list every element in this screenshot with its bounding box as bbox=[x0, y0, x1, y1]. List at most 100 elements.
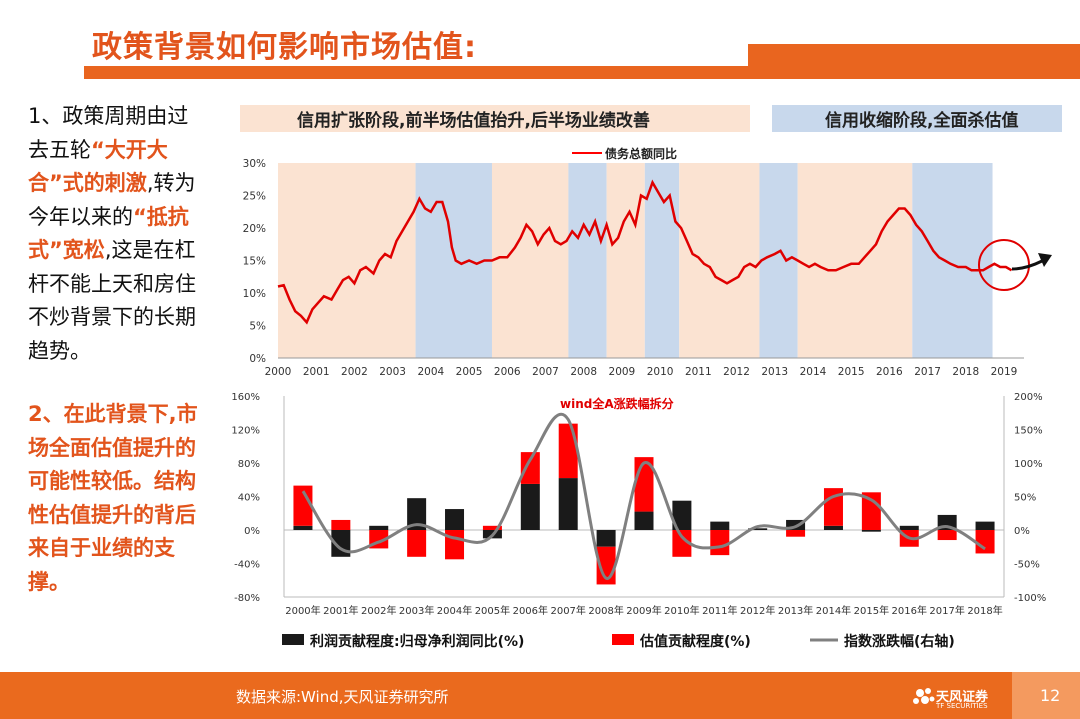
bottom-x-tick-label: 2007年 bbox=[550, 604, 585, 617]
credit-band-expand bbox=[278, 163, 416, 358]
logo-subtext: TF SECURITIES bbox=[936, 702, 988, 710]
valuation-bar bbox=[482, 525, 502, 530]
top-x-tick-label: 2002 bbox=[341, 366, 368, 378]
bottom-x-tick-label: 2017年 bbox=[929, 604, 964, 617]
bottom-left-tick-label: -40% bbox=[234, 560, 260, 571]
p1-text-c: ,这是在杠杆不能上天和房住不炒背景下的长期趋势。 bbox=[28, 238, 196, 363]
top-x-tick-label: 2014 bbox=[800, 366, 827, 378]
top-x-tick-label: 2019 bbox=[991, 366, 1018, 378]
credit-band-contract bbox=[644, 163, 680, 358]
legend-index-label: 指数涨跌幅(右轴) bbox=[844, 633, 955, 650]
profit-bar bbox=[445, 509, 465, 530]
bottom-right-tick-label: 200% bbox=[1014, 392, 1043, 403]
bar-chart-title: wind全A涨跌幅拆分 bbox=[560, 396, 674, 411]
valuation-bar bbox=[786, 530, 806, 537]
profit-bar bbox=[748, 528, 768, 530]
p1-text-a: 1、政策周期由过去五轮 bbox=[28, 104, 189, 162]
top-x-tick-label: 2006 bbox=[494, 366, 521, 378]
bottom-x-tick-label: 2008年 bbox=[588, 604, 623, 617]
credit-band-expand bbox=[797, 163, 913, 358]
valuation-bar bbox=[520, 452, 540, 484]
profit-bar bbox=[975, 521, 995, 530]
chart-area: 信用扩张阶段,前半场估值抬升,后半场业绩改善 信用收缩阶段,全面杀估值 债务总额… bbox=[231, 105, 1062, 650]
debt-growth-line bbox=[277, 179, 1013, 325]
bottom-x-tick-label: 2005年 bbox=[475, 604, 510, 617]
bottom-right-tick-label: 0% bbox=[1014, 526, 1030, 537]
bottom-x-tick-label: 2014年 bbox=[816, 604, 851, 617]
legend-contract-label: 信用收缩阶段,全面杀估值 bbox=[825, 110, 1018, 131]
bottom-right-tick-label: -50% bbox=[1014, 560, 1040, 571]
profit-bar bbox=[823, 525, 843, 530]
bottom-x-tick-label: 2018年 bbox=[967, 604, 1002, 617]
credit-band-contract bbox=[568, 163, 607, 358]
top-y-tick-label: 5% bbox=[249, 321, 266, 333]
logo-text: 天风证券 bbox=[936, 690, 989, 705]
top-x-tick-label: 2007 bbox=[532, 366, 559, 378]
bottom-left-tick-label: 120% bbox=[231, 426, 260, 437]
profit-bar bbox=[710, 521, 730, 530]
credit-band-contract bbox=[415, 163, 492, 358]
page-title: 政策背景如何影响市场估值: bbox=[92, 30, 477, 65]
top-y-tick-label: 10% bbox=[243, 288, 266, 300]
bottom-x-tick-label: 2015年 bbox=[854, 604, 889, 617]
valuation-bar bbox=[558, 423, 578, 479]
top-x-tick-label: 2013 bbox=[761, 366, 788, 378]
bottom-x-tick-label: 2003年 bbox=[399, 604, 434, 617]
top-x-tick-label: 2003 bbox=[379, 366, 406, 378]
legend-expand-swatch bbox=[240, 105, 750, 132]
bottom-x-tick-label: 2000年 bbox=[285, 604, 320, 617]
bottom-x-tick-label: 2001年 bbox=[323, 604, 358, 617]
top-x-tick-label: 2001 bbox=[303, 366, 330, 378]
left-text-panel: 1、政策周期由过去五轮“大开大合”式的刺激,转为今年以来的“抵抗式”宽松,这是在… bbox=[28, 100, 204, 599]
legend-valuation-label: 估值贡献程度(%) bbox=[639, 633, 751, 650]
top-x-tick-label: 2011 bbox=[685, 366, 712, 378]
profit-bar bbox=[786, 519, 806, 530]
valuation-bar bbox=[293, 485, 313, 526]
legend-profit-label: 利润贡献程度:归母净利润同比(%) bbox=[310, 633, 524, 650]
title-accent-block bbox=[748, 44, 1080, 79]
p1-highlight-1: “大开大合”式的刺激 bbox=[28, 137, 168, 196]
paragraph-2: 2、在此背景下,市场全面估值提升的可能性较低。结构性估值提升的背后来自于业绩的支… bbox=[28, 402, 198, 594]
top-x-tick-label: 2017 bbox=[914, 366, 941, 378]
top-x-tick-label: 2000 bbox=[265, 366, 292, 378]
top-x-tick-label: 2012 bbox=[723, 366, 750, 378]
top-x-tick-label: 2008 bbox=[570, 366, 597, 378]
trend-arrowhead-icon bbox=[1038, 253, 1052, 267]
top-x-tick-label: 2004 bbox=[417, 366, 444, 378]
bottom-left-tick-label: 40% bbox=[238, 493, 260, 504]
profit-bar bbox=[899, 525, 919, 530]
top-y-tick-label: 15% bbox=[243, 256, 266, 268]
top-x-tick-label: 2018 bbox=[952, 366, 979, 378]
bottom-x-tick-label: 2004年 bbox=[437, 604, 472, 617]
bottom-left-tick-label: -80% bbox=[234, 593, 260, 604]
bottom-x-tick-label: 2006年 bbox=[513, 604, 548, 617]
top-y-tick-label: 30% bbox=[243, 158, 266, 170]
credit-band-expand bbox=[606, 163, 645, 358]
top-x-tick-label: 2016 bbox=[876, 366, 903, 378]
valuation-bar bbox=[672, 530, 692, 557]
profit-bar bbox=[369, 525, 389, 530]
valuation-bar bbox=[407, 530, 427, 557]
top-y-tick-label: 20% bbox=[243, 223, 266, 235]
credit-band-expand bbox=[491, 163, 569, 358]
profit-bar bbox=[520, 483, 540, 530]
profit-bar bbox=[596, 530, 616, 547]
credit-band-contract bbox=[759, 163, 798, 358]
profit-bar bbox=[558, 478, 578, 530]
bottom-left-tick-label: 80% bbox=[238, 459, 260, 470]
bottom-right-tick-label: -100% bbox=[1014, 593, 1046, 604]
bottom-x-tick-label: 2012年 bbox=[740, 604, 775, 617]
valuation-bar bbox=[331, 519, 351, 530]
credit-band-expand bbox=[679, 163, 760, 358]
line-legend-label: 债务总额同比 bbox=[605, 146, 677, 161]
legend-expand-label: 信用扩张阶段,前半场估值抬升,后半场业绩改善 bbox=[297, 110, 650, 131]
profit-bar bbox=[634, 511, 654, 530]
valuation-bar bbox=[937, 530, 957, 541]
legend-profit-swatch bbox=[282, 634, 304, 645]
top-x-tick-label: 2015 bbox=[838, 366, 865, 378]
footer-bar bbox=[0, 672, 1080, 719]
bottom-right-tick-label: 150% bbox=[1014, 426, 1043, 437]
bottom-left-tick-label: 160% bbox=[231, 392, 260, 403]
legend-valuation-swatch bbox=[612, 634, 634, 645]
bottom-x-tick-label: 2016年 bbox=[892, 604, 927, 617]
